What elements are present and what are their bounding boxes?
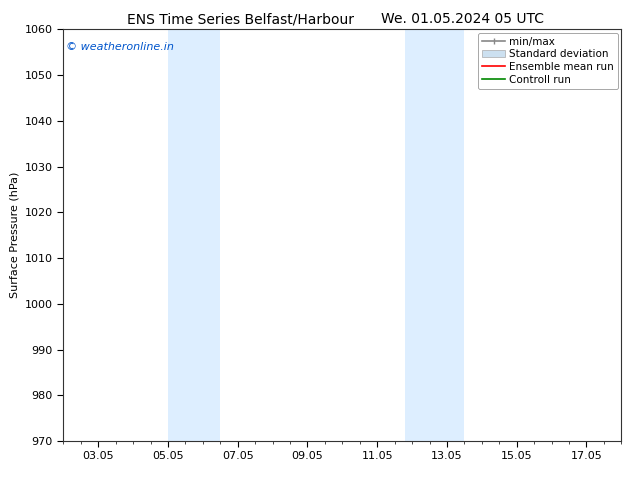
Legend: min/max, Standard deviation, Ensemble mean run, Controll run: min/max, Standard deviation, Ensemble me… <box>478 32 618 89</box>
Bar <box>405 29 464 441</box>
Text: ENS Time Series Belfast/Harbour: ENS Time Series Belfast/Harbour <box>127 12 354 26</box>
Text: We. 01.05.2024 05 UTC: We. 01.05.2024 05 UTC <box>381 12 545 26</box>
Text: © weatheronline.in: © weatheronline.in <box>66 42 174 52</box>
Bar <box>168 29 221 441</box>
Y-axis label: Surface Pressure (hPa): Surface Pressure (hPa) <box>10 172 19 298</box>
